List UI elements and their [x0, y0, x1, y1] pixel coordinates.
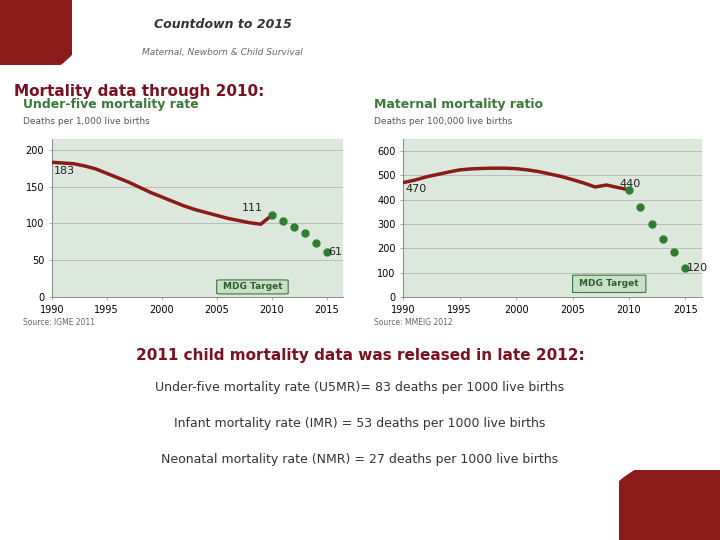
Text: 183: 183	[54, 166, 75, 176]
FancyBboxPatch shape	[572, 275, 646, 293]
Text: Countdown to 2015: Countdown to 2015	[153, 18, 292, 31]
FancyBboxPatch shape	[217, 280, 288, 294]
Text: 470: 470	[405, 184, 427, 194]
Wedge shape	[589, 449, 720, 540]
Text: MDG Target: MDG Target	[222, 282, 282, 292]
Text: 440: 440	[620, 179, 642, 188]
Text: 2011 child mortality data was released in late 2012:: 2011 child mortality data was released i…	[135, 348, 585, 363]
Text: Deaths per 1,000 live births: Deaths per 1,000 live births	[23, 117, 150, 126]
Wedge shape	[0, 0, 94, 84]
Text: Under-five mortality rate: Under-five mortality rate	[23, 98, 199, 111]
Text: Infant mortality rate (IMR) = 53 deaths per 1000 live births: Infant mortality rate (IMR) = 53 deaths …	[174, 417, 546, 430]
Text: Maternal mortality ratio: Maternal mortality ratio	[374, 98, 543, 111]
Text: Deaths per 100,000 live births: Deaths per 100,000 live births	[374, 117, 512, 126]
Text: Source: MMEIG 2012: Source: MMEIG 2012	[374, 318, 453, 327]
Text: Neonatal mortality rate (NMR) = 27 deaths per 1000 live births: Neonatal mortality rate (NMR) = 27 death…	[161, 453, 559, 466]
Text: 61: 61	[328, 247, 342, 257]
Text: Maternal, Newborn & Child Survival: Maternal, Newborn & Child Survival	[142, 48, 303, 57]
Text: Mortality data through 2010:: Mortality data through 2010:	[14, 84, 265, 99]
Text: 120: 120	[686, 263, 708, 273]
Text: Source: IGME 2011: Source: IGME 2011	[23, 318, 95, 327]
Text: Under-five mortality rate (U5MR)= 83 deaths per 1000 live births: Under-five mortality rate (U5MR)= 83 dea…	[156, 381, 564, 394]
Text: Mortality: Mortality	[458, 23, 608, 50]
Text: MDG Target: MDG Target	[580, 279, 639, 288]
Text: 111: 111	[242, 203, 263, 213]
